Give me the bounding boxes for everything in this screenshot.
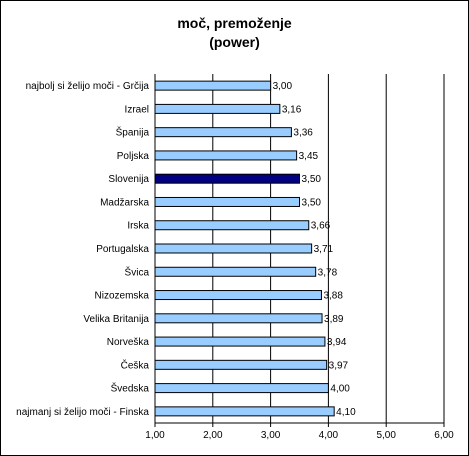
bar — [154, 313, 323, 324]
value-label: 3,36 — [293, 128, 313, 139]
category-label: Španija — [116, 126, 150, 139]
value-label: 3,88 — [323, 291, 343, 302]
chart-subtitle: (power) — [209, 34, 260, 50]
chart-title-block: moč, premoženje (power) — [0, 14, 469, 52]
chart-title: moč, premoženje — [177, 15, 292, 31]
x-tick-label: 2,00 — [203, 430, 223, 441]
category-label: Slovenija — [108, 174, 149, 185]
value-label: 3,97 — [329, 360, 349, 371]
value-label: 3,66 — [311, 221, 331, 232]
value-label: 3,50 — [302, 197, 322, 208]
value-label: 4,00 — [330, 384, 350, 395]
x-tick-label: 5,00 — [376, 430, 396, 441]
x-tick-label: 1,00 — [145, 430, 165, 441]
value-label: 3,50 — [302, 174, 322, 185]
x-tick-label: 6,00 — [434, 430, 454, 441]
bar — [154, 220, 310, 231]
bar — [154, 406, 335, 417]
value-label: 3,89 — [324, 314, 344, 325]
bar — [154, 103, 281, 114]
value-label: 3,00 — [273, 81, 293, 92]
bar — [154, 80, 272, 91]
category-label: Češka — [121, 358, 150, 371]
bar — [154, 336, 326, 347]
bar — [154, 150, 298, 161]
category-label: Švica — [125, 265, 150, 278]
bar — [154, 359, 328, 370]
category-label: Izrael — [125, 104, 149, 115]
category-label: najmanj si želijo moči - Finska — [16, 407, 149, 418]
category-label: Irska — [127, 221, 149, 232]
x-axis: 1,00 2,00 3,00 4,00 5,00 6,00 — [145, 74, 454, 441]
value-label: 3,71 — [314, 244, 334, 255]
category-label: Portugalska — [96, 244, 149, 255]
x-tick-label: 3,00 — [261, 430, 281, 441]
bar — [154, 383, 329, 394]
value-label: 3,78 — [318, 267, 338, 278]
category-label: Poljska — [117, 151, 150, 162]
bar — [154, 290, 322, 301]
x-tick-label: 4,00 — [319, 430, 339, 441]
category-label: najbolj si želijo moči - Grčija — [26, 81, 150, 92]
value-labels: 3,00 3,16 3,36 3,45 3,50 3,50 3,66 3,71 3,78 3,88… — [273, 81, 356, 418]
category-label: Madžarska — [100, 197, 149, 208]
bar — [154, 266, 317, 277]
value-label: 3,94 — [327, 337, 347, 348]
bar — [154, 173, 300, 184]
category-label: Nizozemska — [95, 291, 150, 302]
category-label: Švedska — [111, 382, 150, 395]
category-label: Velika Britanija — [83, 314, 149, 325]
bar — [154, 196, 300, 207]
category-labels: najbolj si želijo moči - Grčija Izrael Špa… — [16, 81, 149, 418]
value-label: 3,16 — [282, 104, 302, 115]
bars — [154, 80, 335, 417]
bar — [154, 127, 292, 138]
value-label: 4,10 — [336, 407, 356, 418]
bar — [154, 243, 313, 254]
category-label: Norveška — [107, 337, 150, 348]
value-label: 3,45 — [299, 151, 319, 162]
